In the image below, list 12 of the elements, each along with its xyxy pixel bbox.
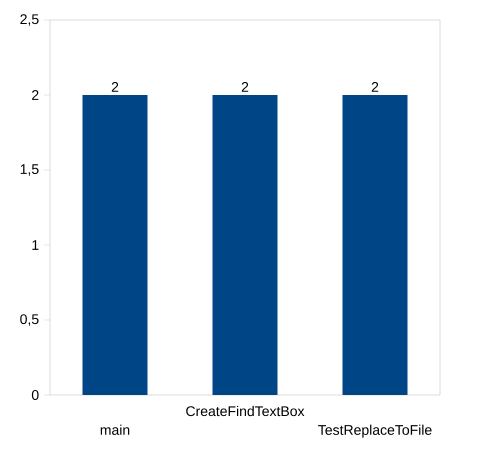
x-tick-label: CreateFindTextBox (186, 406, 304, 416)
data-label: 2 (242, 82, 248, 92)
y-tick-label: 2,5 (20, 14, 39, 26)
x-tick-label: main (100, 424, 130, 435)
data-label: 2 (112, 82, 118, 92)
y-tick-label: 2 (32, 90, 38, 100)
y-tick-label: 1,5 (20, 164, 39, 176)
y-tick-label: 0,5 (20, 314, 39, 326)
data-label: 2 (372, 82, 378, 92)
y-tick-label: 0 (32, 390, 39, 400)
x-tick-label: TestReplaceToFile (318, 424, 432, 438)
y-tick-label: 1 (32, 240, 38, 250)
